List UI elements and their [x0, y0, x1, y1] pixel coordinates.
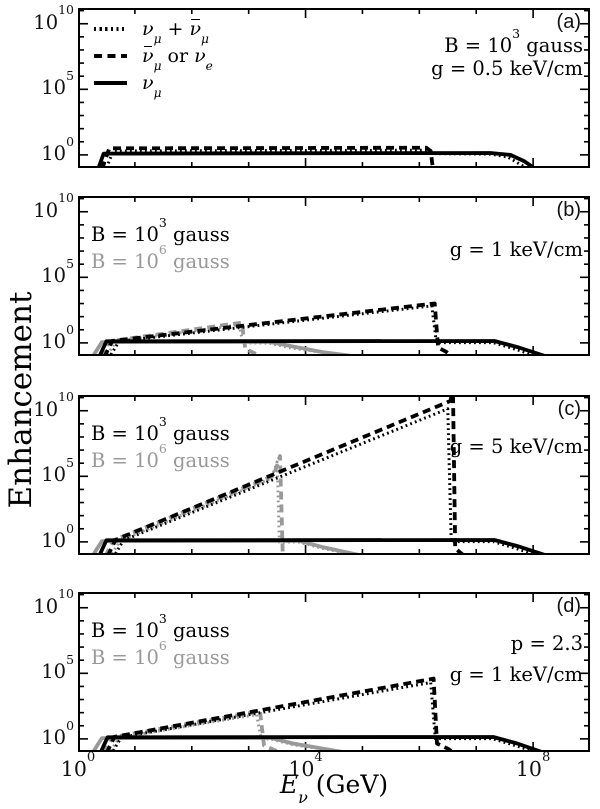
annotation-spectral-index: p = 2.3: [510, 632, 583, 655]
series-dashed-B1e6: [99, 320, 264, 356]
annotation-B-1e3: B = 103 gauss: [91, 214, 230, 246]
y-tick-label: 100: [41, 133, 74, 165]
y-tick-label: 105: [41, 651, 74, 684]
annotations-left-d: B = 103 gauss B = 106 gauss: [91, 610, 230, 671]
annotation-gradient: g = 1 keV/cm: [449, 238, 583, 261]
annotation-B-1e6: B = 106 gauss: [91, 241, 230, 273]
series-dashed-B1e3: [106, 395, 467, 555]
axes-frame: [78, 196, 590, 356]
plot-area-a: [78, 8, 590, 168]
annotation-B-1e6: B = 106 gauss: [91, 440, 230, 472]
series-dashed-B1e6: [102, 709, 283, 752]
series-dashed-B1e3: [104, 676, 456, 752]
legend-item-nubarmu-nue: νμ or νe: [94, 42, 213, 73]
annotations-right-a: B = 103 gauss g = 0.5 keV/cm: [431, 25, 583, 80]
legend-label: νμ: [142, 71, 162, 100]
axes-frame: [78, 592, 590, 752]
annotation-B-field: B = 103 gauss: [444, 25, 583, 57]
annotation-gradient: g = 1 keV/cm: [449, 663, 583, 686]
legend-label: νμ + νμ: [142, 17, 209, 46]
series-solid-B1e3: [97, 538, 550, 555]
y-tick-label: 1010: [33, 586, 74, 618]
panel-b: (b) B = 103 gauss B = 106 gauss g = 1 ke…: [33, 192, 590, 356]
plot-area-b: [78, 196, 590, 356]
x-tick-label: 100: [60, 749, 96, 781]
y-tick-label: 1010: [33, 2, 74, 34]
solid-line-sample: [94, 80, 127, 85]
series-solid-B1e3: [96, 151, 538, 168]
panel-c: (c) B = 103 gauss B = 106 gauss g = 5 ke…: [33, 391, 590, 555]
series-solid-B1e3: [97, 339, 550, 356]
annotations-left-c: B = 103 gauss B = 106 gauss: [91, 413, 230, 474]
plot-area-c: [78, 395, 590, 555]
y-tick-label: 1010: [33, 190, 74, 222]
annotation-B-1e6: B = 106 gauss: [91, 637, 230, 669]
legend-item-numu: νμ: [94, 69, 213, 100]
y-tick-label: 100: [41, 520, 74, 552]
y-tick-label: 105: [41, 454, 74, 487]
legend-item-numu-nubarmu: νμ + νμ: [94, 15, 213, 46]
x-tick-label: 104: [288, 749, 323, 781]
axes-frame: [78, 395, 590, 555]
y-tick-label: 100: [41, 717, 74, 749]
panel-d: (d) B = 103 gauss B = 106 gauss p = 2.3 …: [33, 588, 590, 752]
panel-label-b: (b): [556, 199, 581, 221]
annotation-gradient: g = 0.5 keV/cm: [431, 57, 583, 80]
series-dotted-B1e3: [105, 148, 530, 168]
axes-frame: [78, 8, 590, 168]
series-dotted-B1e3: [112, 681, 540, 752]
y-tick-label: 105: [41, 255, 74, 288]
y-tick-label: 105: [41, 67, 74, 100]
panel-label-d: (d): [556, 595, 581, 617]
series-solid-B1e3: [99, 735, 547, 752]
legend: νμ + νμ νμ or νe νμ: [94, 15, 213, 100]
y-tick-label: 100: [41, 321, 74, 353]
x-axis-title: Eν (GeV): [279, 770, 389, 808]
plot-area-d: [78, 592, 590, 752]
annotations-right-d: p = 2.3 g = 1 keV/cm: [450, 628, 583, 690]
series-solid-B1e6: [92, 339, 363, 356]
panel-label-a: (a): [556, 11, 581, 33]
annotations-right-c: g = 5 keV/cm: [450, 435, 583, 458]
annotations-right-b: g = 1 keV/cm: [450, 238, 583, 261]
annotations-left-b: B = 103 gauss B = 106 gauss: [91, 214, 230, 275]
legend-label: νμ or νe: [142, 44, 213, 73]
series-dashed-B1e3: [102, 301, 455, 356]
panel-label-c: (c): [557, 398, 581, 420]
series-solid-B1e6: [92, 735, 351, 752]
dotted-line-sample: [94, 26, 127, 31]
y-tick-label: 1010: [33, 389, 74, 421]
annotation-gradient: g = 5 keV/cm: [449, 435, 583, 458]
x-tick-label: 108: [515, 749, 551, 781]
dashed-line-sample: [94, 53, 127, 58]
annotation-B-1e3: B = 103 gauss: [91, 413, 230, 445]
panel-a: νμ + νμ νμ or νe νμ (a) B = 103 gauss g …: [33, 4, 590, 168]
annotation-B-1e3: B = 103 gauss: [91, 610, 230, 642]
